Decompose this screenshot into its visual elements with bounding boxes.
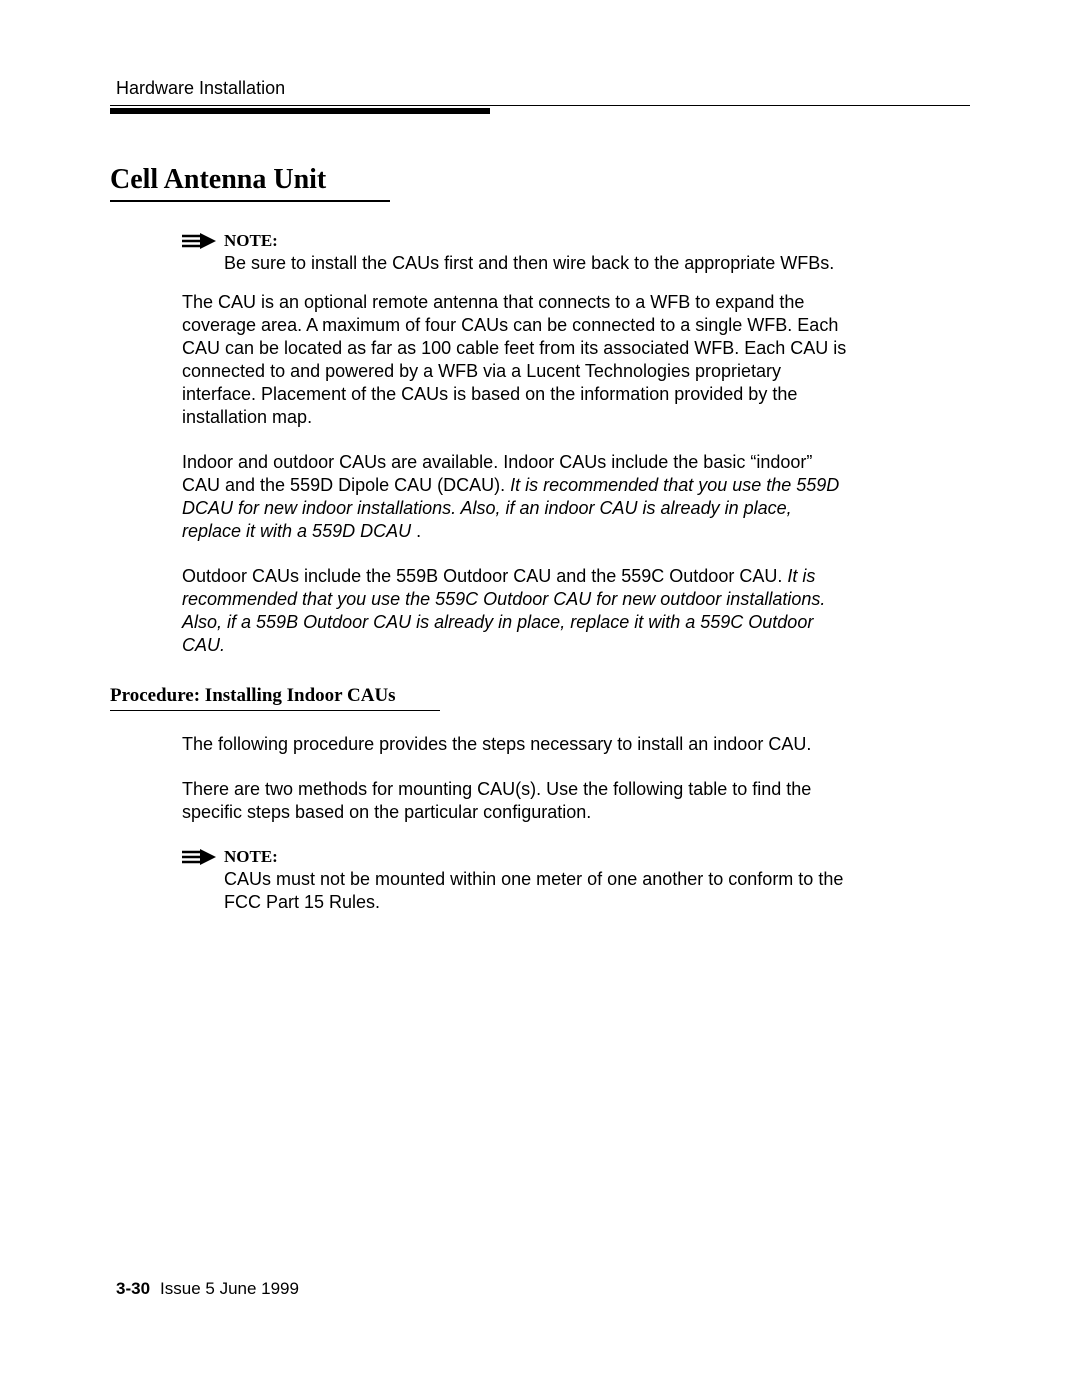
paragraph-3: Outdoor CAUs include the 559B Outdoor CA… <box>182 565 854 657</box>
note-label: NOTE: <box>224 846 278 868</box>
running-head: Hardware Installation <box>110 78 970 99</box>
page-footer: 3-30 Issue 5 June 1999 <box>116 1279 299 1299</box>
body-column-2: The following procedure provides the ste… <box>182 733 854 914</box>
paragraph-1: The CAU is an optional remote antenna th… <box>182 291 854 429</box>
document-page: Hardware Installation Cell Antenna Unit … <box>0 0 1080 1397</box>
note-arrow-icon <box>182 849 216 865</box>
body-column: NOTE: Be sure to install the CAUs first … <box>182 230 854 657</box>
header-rule-thin <box>110 105 970 106</box>
note-head: NOTE: <box>182 846 854 868</box>
paragraph-2: Indoor and outdoor CAUs are available. I… <box>182 451 854 543</box>
note-body: Be sure to install the CAUs first and th… <box>224 252 854 275</box>
heading-1: Cell Antenna Unit <box>110 164 970 200</box>
paragraph-5: There are two methods for mounting CAU(s… <box>182 778 854 824</box>
note-body: CAUs must not be mounted within one mete… <box>224 868 854 914</box>
paragraph-4: The following procedure provides the ste… <box>182 733 854 756</box>
note-head: NOTE: <box>182 230 854 252</box>
paragraph-2-c: . <box>411 521 421 541</box>
footer-issue: Issue 5 June 1999 <box>160 1279 299 1298</box>
note-block-1: NOTE: Be sure to install the CAUs first … <box>182 230 854 275</box>
heading-2-rule <box>110 710 440 711</box>
heading-1-rule <box>110 200 390 202</box>
content-area: Cell Antenna Unit NOTE: Be sure to insta… <box>110 114 970 914</box>
note-block-2: NOTE: CAUs must not be mounted within on… <box>182 846 854 914</box>
note-arrow-icon <box>182 233 216 249</box>
note-label: NOTE: <box>224 230 278 252</box>
footer-page-number: 3-30 <box>116 1279 150 1298</box>
paragraph-3-a: Outdoor CAUs include the 559B Outdoor CA… <box>182 566 787 586</box>
heading-2: Procedure: Installing Indoor CAUs <box>110 685 970 710</box>
